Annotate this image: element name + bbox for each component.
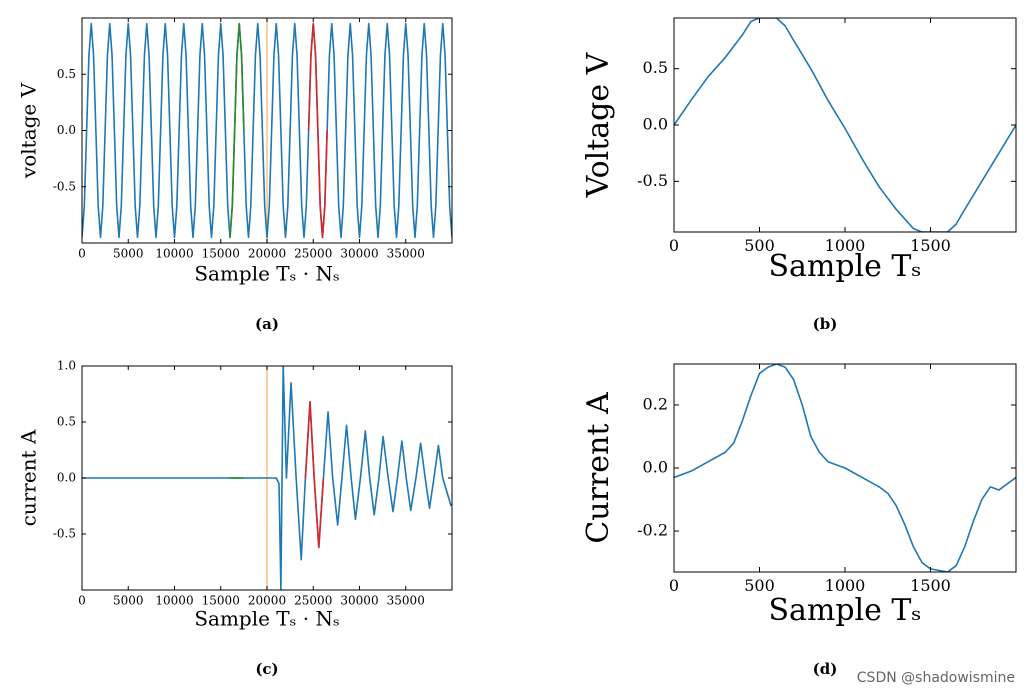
y-axis-label: Current A	[581, 392, 616, 544]
x-tick-label: 500	[744, 576, 775, 595]
y-axis-label: voltage V	[17, 82, 41, 179]
subplot-caption: (a)	[255, 315, 279, 333]
x-axis-label: Sample Tₛ	[768, 593, 921, 628]
subplot-caption: (b)	[813, 315, 838, 333]
plot-frame	[673, 17, 1017, 233]
x-axis-label: Sample Tₛ	[768, 249, 921, 284]
x-tick-label: 1000	[825, 236, 866, 255]
x-tick-label: 35000	[387, 593, 425, 607]
x-tick-label: 10000	[155, 246, 193, 260]
x-tick-label: 15000	[202, 593, 240, 607]
y-tick-label: 0.5	[57, 415, 76, 429]
x-tick-label: 1500	[910, 576, 951, 595]
x-tick-label: 5000	[113, 246, 144, 260]
subplot: 0 5000 10000 15000 20000 25000 30000 35000 -0.5 0…	[17, 359, 453, 678]
y-axis-label: Voltage V	[581, 51, 616, 198]
y-tick-label: -0.2	[637, 521, 668, 540]
subplot: 0 500 1000 1500 -0.5 0.0 0.5 Sample Tₛ Voltage V…	[581, 17, 1017, 333]
y-tick-label: 0.5	[643, 58, 668, 77]
x-tick-label: 10000	[155, 593, 193, 607]
x-tick-label: 0	[78, 593, 86, 607]
subplot-caption: (c)	[255, 660, 278, 678]
data-line	[307, 22, 328, 239]
y-tick-label: 0.0	[643, 458, 668, 477]
y-tick-label: 1.0	[57, 359, 76, 373]
x-tick-label: 0	[669, 576, 679, 595]
x-tick-label: 20000	[248, 246, 286, 260]
x-tick-label: 1000	[825, 576, 866, 595]
x-tick-label: 30000	[340, 593, 378, 607]
x-tick-label: 15000	[202, 246, 240, 260]
y-tick-label: -0.5	[53, 527, 76, 541]
data-line	[674, 18, 1016, 232]
data-line	[229, 22, 245, 238]
x-axis-label: Sample Tₛ · Nₛ	[194, 262, 339, 286]
x-tick-label: 500	[744, 236, 775, 255]
x-tick-label: 5000	[113, 593, 144, 607]
x-tick-label: 1500	[910, 236, 951, 255]
subplot: 0 5000 10000 15000 20000 25000 30000 35000 -0.5 0…	[17, 17, 453, 333]
x-tick-label: 30000	[340, 246, 378, 260]
y-tick-label: 0.2	[643, 394, 668, 413]
x-tick-label: 25000	[294, 593, 332, 607]
x-tick-label: 25000	[294, 246, 332, 260]
x-tick-label: 0	[78, 246, 86, 260]
x-tick-label: 0	[669, 236, 679, 255]
data-line	[304, 401, 325, 549]
data-line	[82, 366, 452, 590]
y-tick-label: 0.0	[57, 471, 76, 485]
x-axis-label: Sample Tₛ · Nₛ	[194, 607, 339, 631]
y-tick-label: -0.5	[637, 171, 668, 190]
x-tick-label: 35000	[387, 246, 425, 260]
subplot-caption: (d)	[813, 660, 838, 678]
y-tick-label: 0.0	[57, 123, 76, 137]
y-tick-label: 0.0	[643, 115, 668, 134]
y-tick-label: -0.5	[53, 179, 76, 193]
data-line	[82, 22, 452, 239]
watermark: CSDN @shadowismine	[857, 670, 1015, 686]
x-tick-label: 20000	[248, 593, 286, 607]
subplot: 0 500 1000 1500 -0.2 0.0 0.2 Sample Tₛ Current A…	[581, 363, 1017, 678]
data-line	[674, 364, 1016, 572]
y-tick-label: 0.5	[57, 67, 76, 81]
y-axis-label: current A	[17, 429, 41, 526]
